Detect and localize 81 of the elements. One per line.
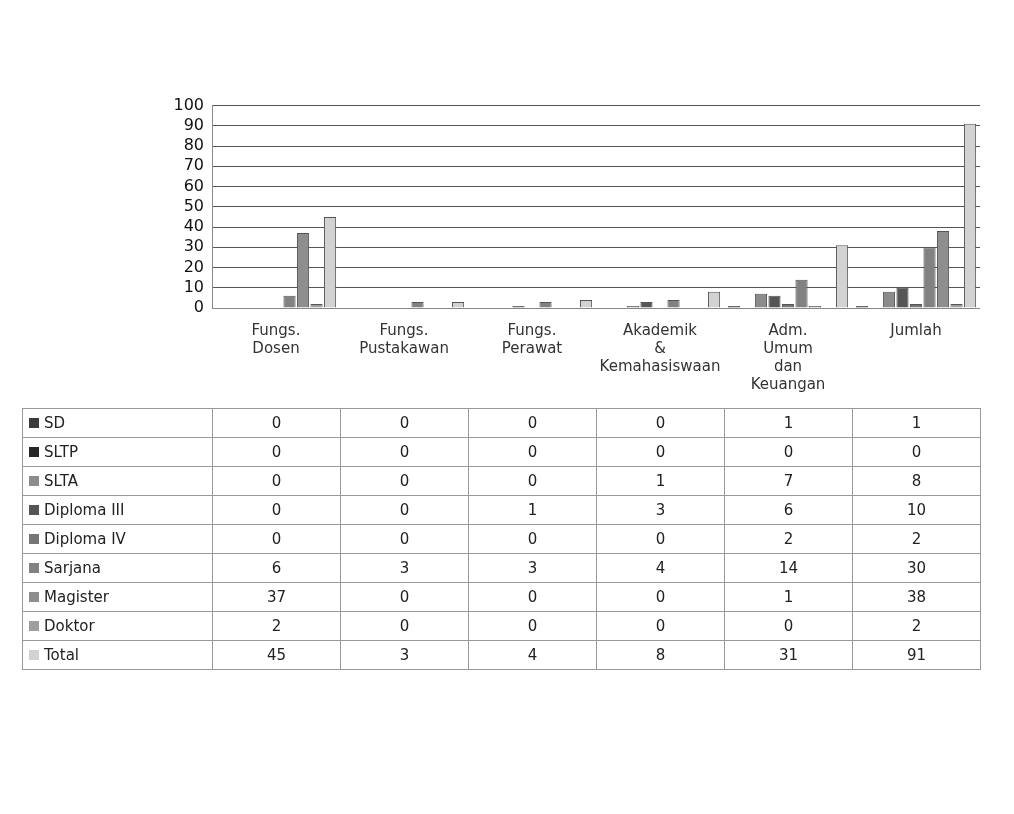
data-label: 0 [212, 408, 341, 438]
x-tick-label: Fungs. Pustakawan [359, 320, 449, 357]
y-tick-label: 100 [173, 94, 204, 114]
data-label: 6 [212, 553, 341, 583]
data-label: 7 [724, 466, 853, 496]
data-label: 10 [852, 495, 981, 525]
bar [640, 301, 653, 308]
legend-label: SLTA [22, 466, 213, 496]
data-label: 6 [724, 495, 853, 525]
data-label: 0 [212, 437, 341, 467]
data-label: 1 [852, 408, 981, 438]
x-tick-label: Fungs. Perawat [501, 320, 563, 357]
data-label: 0 [212, 524, 341, 554]
data-label: 4 [468, 640, 597, 670]
data-label: 0 [468, 524, 597, 554]
legend-label: SD [22, 408, 213, 438]
legend-label: Magister [22, 582, 213, 612]
data-label: 45 [212, 640, 341, 670]
data-label: 0 [724, 611, 853, 641]
data-label: 0 [596, 408, 725, 438]
data-label: 0 [724, 437, 853, 467]
data-label: 0 [596, 524, 725, 554]
data-label: 2 [852, 611, 981, 641]
legend-label: Doktor [22, 611, 213, 641]
data-label: 0 [468, 466, 597, 496]
data-label: 3 [468, 553, 597, 583]
data-label: 0 [340, 611, 469, 641]
y-tick-label: 70 [183, 155, 204, 175]
data-label: 3 [596, 495, 725, 525]
y-tick-label: 60 [183, 175, 204, 195]
y-tick-label: 90 [183, 115, 204, 134]
legend-label: Total [22, 640, 213, 670]
data-label: 14 [724, 553, 853, 583]
data-label: 0 [340, 495, 469, 525]
x-tick-label: Jumlah [889, 320, 942, 339]
legend-label: Diploma IV [22, 524, 213, 554]
x-tick-label: Adm. Umum dan Keuangan [750, 320, 826, 393]
data-label: 0 [468, 611, 597, 641]
data-label: 30 [852, 553, 981, 583]
data-label: 0 [596, 582, 725, 612]
y-tick-label: 30 [183, 236, 204, 256]
data-label: 1 [724, 408, 853, 438]
data-label: 3 [340, 640, 469, 670]
data-label: 4 [596, 553, 725, 583]
data-label: 0 [340, 582, 469, 612]
data-label: 0 [340, 408, 469, 438]
data-label: 0 [340, 524, 469, 554]
y-tick-label: 0 [193, 297, 204, 317]
data-label: 0 [852, 437, 981, 467]
legend-label: Diploma III [22, 495, 213, 525]
data-label: 2 [724, 524, 853, 554]
x-tick-label: Akademik & Kemahasiswaan [599, 320, 721, 375]
y-tick-label: 80 [183, 135, 204, 155]
x-tick-label: Fungs. Dosen [251, 320, 301, 357]
data-label: 0 [596, 611, 725, 641]
data-label: 0 [468, 582, 597, 612]
data-label: 0 [340, 466, 469, 496]
data-label: 0 [596, 437, 725, 467]
y-tick-label: 20 [183, 256, 204, 276]
data-label: 0 [468, 437, 597, 467]
data-label: 2 [212, 611, 341, 641]
data-label: 1 [724, 582, 853, 612]
data-label: 0 [212, 466, 341, 496]
data-label: 1 [468, 495, 597, 525]
data-label: 0 [212, 495, 341, 525]
legend-label: Sarjana [22, 553, 213, 583]
y-tick-label: 40 [183, 216, 204, 236]
data-label: 37 [212, 582, 341, 612]
data-label: 3 [340, 553, 469, 583]
data-label: 31 [724, 640, 853, 670]
data-label: 91 [852, 640, 981, 670]
data-label: 8 [852, 466, 981, 496]
data-label: 8 [596, 640, 725, 670]
data-label: 1 [596, 466, 725, 496]
data-label: 0 [468, 408, 597, 438]
data-label: 2 [852, 524, 981, 554]
legend-label: SLTP [22, 437, 213, 467]
data-label: 0 [340, 437, 469, 467]
data-label: 38 [852, 582, 981, 612]
y-tick-label: 50 [183, 195, 204, 215]
y-tick-label: 10 [183, 276, 204, 296]
